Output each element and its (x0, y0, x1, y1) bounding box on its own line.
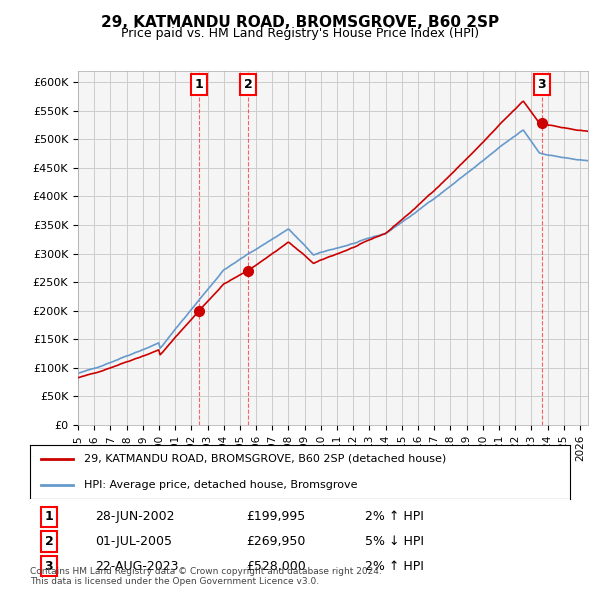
Text: 1: 1 (44, 510, 53, 523)
Text: £199,995: £199,995 (246, 510, 305, 523)
Text: 22-AUG-2023: 22-AUG-2023 (95, 560, 178, 573)
Text: 3: 3 (538, 78, 546, 91)
Text: Price paid vs. HM Land Registry's House Price Index (HPI): Price paid vs. HM Land Registry's House … (121, 27, 479, 40)
Text: 1: 1 (195, 78, 203, 91)
Text: 2% ↑ HPI: 2% ↑ HPI (365, 510, 424, 523)
Text: £528,000: £528,000 (246, 560, 306, 573)
Text: 2: 2 (244, 78, 253, 91)
Text: 28-JUN-2002: 28-JUN-2002 (95, 510, 175, 523)
Text: 29, KATMANDU ROAD, BROMSGROVE, B60 2SP: 29, KATMANDU ROAD, BROMSGROVE, B60 2SP (101, 15, 499, 30)
Text: 3: 3 (44, 560, 53, 573)
Text: £269,950: £269,950 (246, 535, 305, 548)
Text: 5% ↓ HPI: 5% ↓ HPI (365, 535, 424, 548)
Text: 2: 2 (44, 535, 53, 548)
Text: 29, KATMANDU ROAD, BROMSGROVE, B60 2SP (detached house): 29, KATMANDU ROAD, BROMSGROVE, B60 2SP (… (84, 454, 446, 464)
Text: Contains HM Land Registry data © Crown copyright and database right 2024.
This d: Contains HM Land Registry data © Crown c… (30, 567, 382, 586)
Text: 01-JUL-2005: 01-JUL-2005 (95, 535, 172, 548)
Text: 2% ↑ HPI: 2% ↑ HPI (365, 560, 424, 573)
Text: HPI: Average price, detached house, Bromsgrove: HPI: Average price, detached house, Brom… (84, 480, 358, 490)
